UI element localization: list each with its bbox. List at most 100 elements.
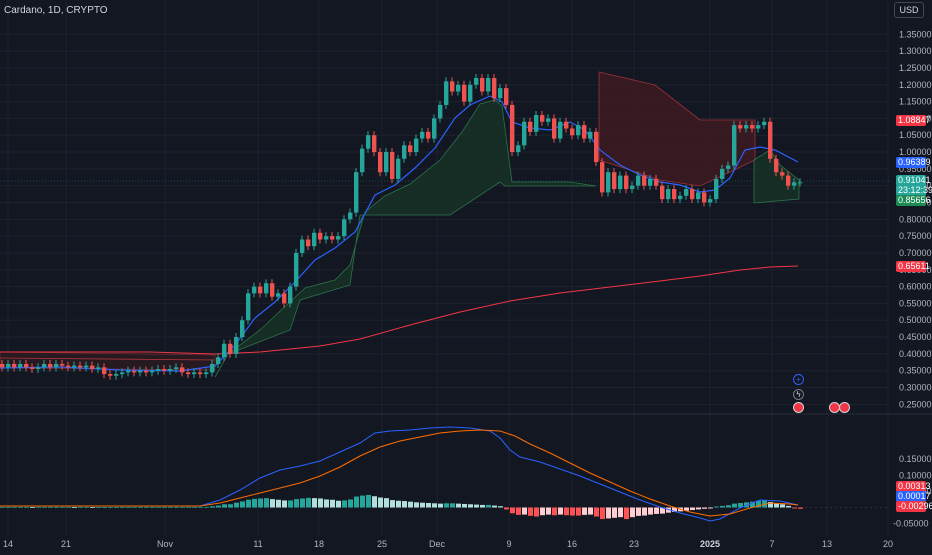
candle-body xyxy=(390,152,395,179)
candle-body xyxy=(60,363,65,366)
candle-body xyxy=(744,125,749,129)
price-tick: 0.50000 xyxy=(899,315,932,325)
candle-body xyxy=(360,148,365,173)
candle-body xyxy=(168,369,173,371)
candle-body xyxy=(714,178,719,200)
macd-histogram-bar xyxy=(318,498,323,508)
candle-body xyxy=(240,320,245,338)
macd-histogram-bar xyxy=(60,506,65,508)
candle-body xyxy=(648,178,653,186)
candle-body xyxy=(204,372,209,375)
candle-body xyxy=(54,363,59,368)
macd-signal-label: 0.00313 xyxy=(896,481,931,492)
symbol-title: Cardano, 1D, CRYPTO xyxy=(4,5,108,16)
candle-body xyxy=(708,199,713,203)
candle-body xyxy=(546,118,551,122)
macd-histogram-bar xyxy=(144,506,149,508)
candle-body xyxy=(216,357,221,364)
candle-body xyxy=(600,162,605,193)
candle-body xyxy=(276,293,281,297)
macd-histogram-bar xyxy=(624,507,629,520)
candle-body xyxy=(318,232,323,240)
price-tick: 0.80000 xyxy=(899,214,932,224)
macd-histogram-bar xyxy=(708,507,713,509)
band-down xyxy=(0,351,216,371)
price-tick: 0.95000 xyxy=(899,164,932,174)
macd-histogram-bar xyxy=(438,503,443,508)
candle-body xyxy=(234,337,239,354)
macd-histogram-bar xyxy=(204,506,209,508)
candle-body xyxy=(366,135,371,149)
macd-histogram-bar xyxy=(12,506,17,508)
candle-body xyxy=(294,252,299,287)
time-tick: Nov xyxy=(157,539,174,549)
candle-body xyxy=(768,121,773,159)
us-flag-icon[interactable] xyxy=(793,402,804,413)
candle-body xyxy=(678,195,683,200)
macd-histogram-bar xyxy=(90,507,95,508)
candle-body xyxy=(534,115,539,132)
candle-body xyxy=(66,365,71,368)
candle-body xyxy=(510,104,515,153)
candle-body xyxy=(792,182,797,186)
candle-body xyxy=(6,363,11,368)
time-tick: 21 xyxy=(61,539,71,549)
macd-histogram-bar xyxy=(336,500,341,508)
price-tick: 0.75000 xyxy=(899,231,932,241)
time-tick: 16 xyxy=(567,539,577,549)
macd-histogram-bar xyxy=(120,506,125,508)
macd-histogram-bar xyxy=(276,499,281,508)
macd-histogram-bar xyxy=(156,506,161,508)
macd-histogram-bar xyxy=(474,504,479,508)
price-tick: 0.30000 xyxy=(899,383,932,393)
macd-histogram-bar xyxy=(420,502,425,508)
candle-body xyxy=(378,152,383,173)
candle-body xyxy=(96,367,101,370)
macd-histogram-bar xyxy=(360,495,365,508)
macd-histogram-bar xyxy=(504,507,509,510)
macd-histogram-bar xyxy=(192,506,197,508)
candle-body xyxy=(450,81,455,92)
macd-histogram-bar xyxy=(642,507,647,516)
macd-histogram-bar xyxy=(582,507,587,515)
candle-body xyxy=(582,125,587,139)
candle-body xyxy=(456,84,461,92)
candle-body xyxy=(102,367,107,375)
price-tick: 0.35000 xyxy=(899,366,932,376)
currency-button[interactable]: USD xyxy=(894,2,924,18)
plus-circle-icon[interactable]: + xyxy=(793,374,804,385)
price-tick: 1.00000 xyxy=(899,147,932,157)
macd-histogram-bar xyxy=(114,507,119,508)
macd-histogram-bar xyxy=(516,507,521,515)
candle-body xyxy=(696,192,701,200)
candle-body xyxy=(264,283,269,294)
candle-body xyxy=(498,88,503,99)
time-tick: 25 xyxy=(377,539,387,549)
macd-histogram-bar xyxy=(78,506,83,508)
candle-body xyxy=(396,158,401,179)
macd-histogram-bar xyxy=(414,502,419,508)
macd-histogram-bar xyxy=(300,498,305,508)
macd-histogram-bar xyxy=(132,506,137,508)
candle-body xyxy=(558,121,563,139)
macd-histogram-bar xyxy=(84,506,89,508)
candle-body xyxy=(618,175,623,190)
macd-histogram-bar xyxy=(588,507,593,515)
candle-body xyxy=(78,365,83,368)
candle-body xyxy=(270,283,275,297)
macd-histogram-bar xyxy=(696,507,701,510)
lightning-icon[interactable]: ϟ xyxy=(793,389,804,400)
us-flag-icon[interactable] xyxy=(839,402,850,413)
candle-body xyxy=(684,189,689,196)
candle-body xyxy=(138,370,143,373)
time-tick: 13 xyxy=(822,539,832,549)
macd-histogram-bar xyxy=(18,506,23,508)
countdown-label: 23:12:39 xyxy=(896,185,932,196)
candle-body xyxy=(18,363,23,368)
candle-body xyxy=(126,370,131,373)
macd-histogram-bar xyxy=(774,503,779,508)
macd-histogram-bar xyxy=(210,506,215,508)
candle-body xyxy=(288,286,293,304)
